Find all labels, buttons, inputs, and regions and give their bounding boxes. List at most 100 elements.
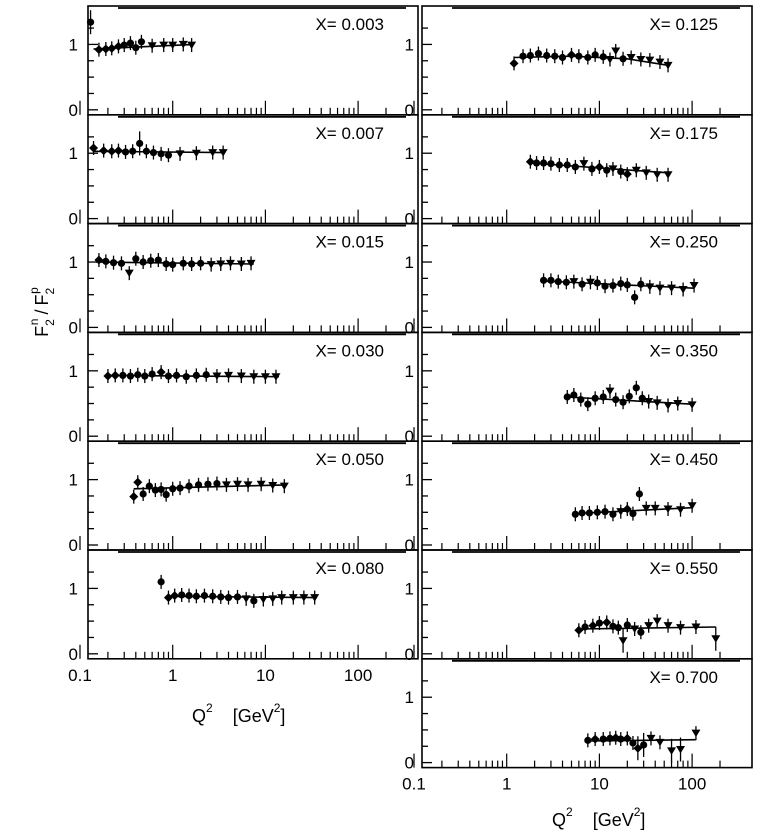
data-point-triangle <box>676 746 686 754</box>
data-point-circle <box>145 482 153 490</box>
data-point-circle <box>591 394 599 402</box>
data-point-triangle <box>676 506 686 514</box>
data-point-circle <box>200 592 209 600</box>
data-point-triangle <box>241 595 251 603</box>
y-tick-label: 1 <box>69 253 78 272</box>
data-point-triangle <box>673 400 683 408</box>
x-tick-label: 10 <box>590 775 609 794</box>
data-point-circle <box>575 52 583 60</box>
data-point-circle <box>578 509 586 517</box>
data-point-circle <box>609 622 617 630</box>
data-point-circle <box>209 592 217 600</box>
y-tick-label: 0 <box>405 101 414 120</box>
data-point-circle <box>617 735 625 743</box>
data-point-circle <box>164 372 173 380</box>
data-point-circle <box>194 481 203 489</box>
data-point-circle <box>151 486 159 494</box>
data-point-circle <box>141 372 149 380</box>
panel-1-0: 0 1 X= 0.125 <box>405 5 753 120</box>
data-point-triangle <box>631 166 641 175</box>
data-point-circle <box>102 257 110 265</box>
data-point-triangle <box>258 596 268 604</box>
y-tick-label: 1 <box>405 579 414 598</box>
data-point-triangle <box>268 595 278 603</box>
data-point-circle <box>623 621 631 629</box>
data-point-circle <box>640 741 648 749</box>
data-point-triangle <box>246 259 256 268</box>
data-point-circle <box>543 51 551 60</box>
data-point-circle <box>132 255 140 263</box>
data-point-circle <box>555 161 563 169</box>
y-tick-label: 0 <box>405 645 414 664</box>
data-point-triangle <box>212 372 222 381</box>
panel-label: X= 0.450 <box>649 450 718 469</box>
data-point-diamond <box>622 733 632 743</box>
panel-label: X= 0.350 <box>649 341 718 360</box>
data-point-diamond <box>94 45 104 55</box>
data-point-circle <box>571 163 579 171</box>
panel-1-5: 0 1 X= 0.550 <box>405 549 753 664</box>
y-tick-label: 0 <box>405 210 414 229</box>
data-point-circle <box>213 479 221 488</box>
data-point-circle <box>563 161 571 169</box>
data-point-circle <box>593 279 601 287</box>
data-point-triangle <box>663 171 673 179</box>
data-point-diamond <box>525 157 535 167</box>
x-tick-label: 0.1 <box>402 775 426 794</box>
data-point-circle <box>164 151 173 159</box>
data-point-circle <box>539 276 548 284</box>
data-point-triangle <box>641 169 651 177</box>
panel-1-3: 0 1 X= 0.350 <box>405 331 753 446</box>
data-point-circle <box>599 393 607 401</box>
data-point-circle <box>606 734 614 743</box>
data-point-triangle <box>225 259 235 268</box>
data-point-circle <box>609 281 617 290</box>
data-point-triangle <box>187 41 197 50</box>
data-point-circle <box>119 371 127 379</box>
data-point-circle <box>547 160 555 168</box>
data-point-diamond <box>170 591 180 601</box>
data-point-triangle <box>678 285 688 294</box>
data-point-circle <box>570 391 578 399</box>
data-point-diamond <box>113 41 123 51</box>
data-point-circle <box>188 260 196 268</box>
data-point-circle <box>176 484 184 492</box>
y-tick-label: 1 <box>69 471 78 490</box>
data-point-diamond <box>509 58 519 68</box>
data-point-triangle <box>630 625 640 633</box>
data-point-circle <box>154 256 162 264</box>
svg-text:Q2[GeV2]: Q2 [GeV2] <box>552 805 645 830</box>
y-tick-label: 0 <box>405 536 414 555</box>
data-point-circle <box>192 592 200 600</box>
data-point-diamond <box>110 370 120 380</box>
data-point-circle <box>217 593 225 601</box>
data-point-triangle <box>608 165 618 173</box>
plot-area: 0 1 X= 0.003 0 1 X= 0.007 0 1 X= 0.015 0 1 X= 0.030… <box>68 5 753 794</box>
svg-text:F2n/F2p: F2n/F2p <box>27 287 57 337</box>
data-point-triangle <box>663 401 673 410</box>
data-point-circle <box>599 53 607 61</box>
data-point-circle <box>638 394 646 402</box>
data-point-circle <box>162 260 170 268</box>
data-point-circle <box>142 147 150 155</box>
y-tick-label: 0 <box>405 318 414 337</box>
data-point-diamond <box>133 477 143 487</box>
data-point-circle <box>617 167 625 176</box>
data-point-circle <box>526 51 534 60</box>
data-point-circle <box>632 384 640 392</box>
data-point-triangle <box>159 41 169 50</box>
data-point-circle <box>591 51 599 59</box>
y-tick-label: 1 <box>69 35 78 54</box>
data-point-circle <box>601 508 609 516</box>
data-point-triangle <box>168 41 178 50</box>
data-point-circle <box>120 41 128 49</box>
panel-label: X= 0.003 <box>315 15 384 34</box>
data-point-circle <box>614 624 622 632</box>
data-point-circle <box>577 395 585 404</box>
data-point-circle <box>192 371 200 379</box>
data-point-triangle <box>216 260 226 268</box>
data-point-circle <box>637 280 645 288</box>
data-point-diamond <box>107 146 117 156</box>
data-point-circle <box>558 53 567 62</box>
